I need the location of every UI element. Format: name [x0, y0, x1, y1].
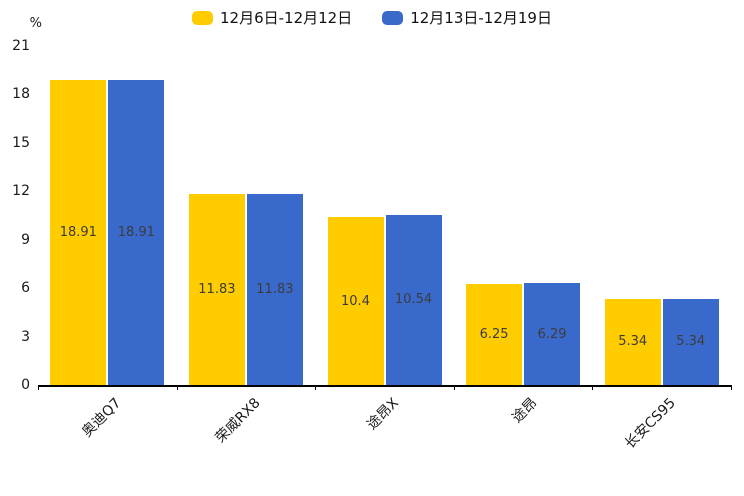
- x-axis-tick-mark: [176, 385, 178, 390]
- bar-series2-3: 6.29: [524, 283, 581, 385]
- bar-value-label: 5.34: [618, 334, 648, 350]
- bar-value-label: 10.4: [341, 293, 370, 309]
- y-axis-tick-label: 0: [21, 377, 30, 393]
- bar-value-label: 10.54: [394, 292, 433, 308]
- y-axis-tick-label: 6: [21, 280, 30, 297]
- y-axis-tick-label: 21: [12, 38, 30, 54]
- x-axis-tick-mark: [592, 385, 594, 390]
- bar-value-label: 11.83: [256, 282, 294, 297]
- y-axis-tick-label: 15: [12, 134, 30, 151]
- x-axis-category-label: 荣威RX8: [212, 395, 264, 447]
- bar-value-label: 11.83: [198, 282, 236, 297]
- bar-series1-2: 10.4: [327, 217, 384, 385]
- legend-swatch-icon: [192, 11, 213, 25]
- legend-swatch-icon: [382, 11, 404, 25]
- legend-label: 12月6日-12月12日: [220, 9, 353, 27]
- x-axis-category-label: 长安CS95: [622, 395, 680, 453]
- x-axis-category-label: 奥迪Q7: [79, 395, 125, 441]
- x-axis-tick-mark: [315, 385, 317, 390]
- x-axis-line: [38, 385, 731, 387]
- bar-series1-1: 11.83: [188, 194, 245, 385]
- bar-value-label: 18.91: [59, 224, 97, 240]
- x-axis-tick-mark: [731, 385, 732, 390]
- y-axis-tick-label: 12: [12, 183, 30, 200]
- x-axis-tick-mark: [453, 385, 455, 390]
- bar-series2-0: 18.91: [108, 79, 165, 385]
- legend-label: 12月13日-12月19日: [410, 9, 552, 27]
- chart-legend: 12月6日-12月12日 12月13日-12月19日: [0, 8, 744, 28]
- bar-series1-4: 5.34: [604, 298, 661, 385]
- x-axis-category-label: 途昂: [509, 395, 541, 427]
- y-axis-tick-label: 3: [21, 328, 30, 345]
- bar-value-label: 18.91: [117, 224, 155, 240]
- bar-series2-2: 10.54: [385, 214, 442, 385]
- bar-value-label: 6.25: [479, 327, 509, 343]
- bar-value-label: 5.34: [676, 334, 706, 350]
- bar-series2-1: 11.83: [246, 194, 303, 385]
- y-axis-tick-label: 9: [21, 231, 30, 248]
- legend-item-series-1[interactable]: 12月13日-12月19日: [382, 8, 552, 28]
- y-axis-tick-label: 18: [12, 86, 30, 103]
- legend-item-series-0[interactable]: 12月6日-12月12日: [192, 8, 352, 28]
- x-axis-category-label: 途昂X: [364, 395, 402, 434]
- bar-series2-4: 5.34: [662, 298, 719, 385]
- bar-series1-0: 18.91: [50, 79, 107, 385]
- x-axis-tick-mark: [38, 385, 39, 390]
- bar-value-label: 6.29: [537, 326, 567, 342]
- bar-series1-3: 6.25: [466, 284, 523, 385]
- y-axis-unit-label: %: [29, 16, 42, 31]
